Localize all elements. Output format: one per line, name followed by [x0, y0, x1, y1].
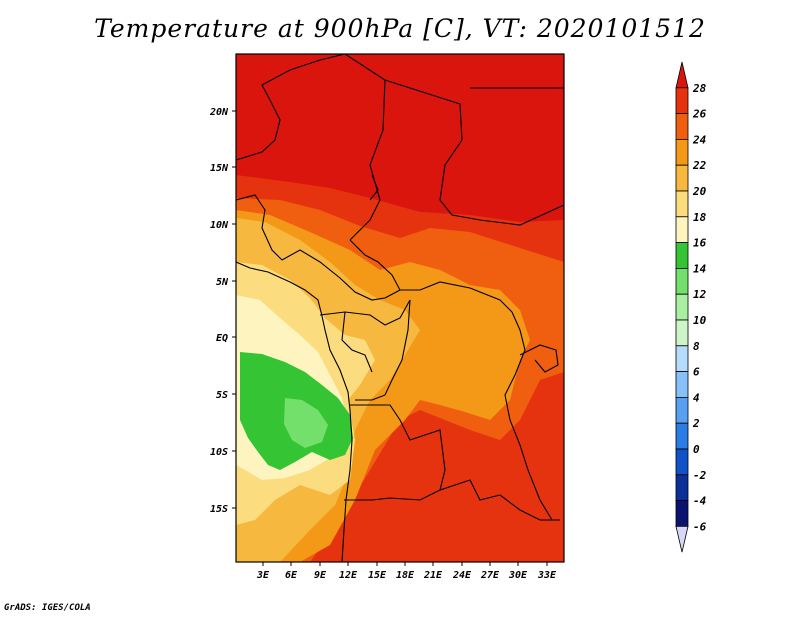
colorbar-label: 10 — [693, 314, 707, 327]
lon-label: 15E — [368, 570, 387, 581]
chart-title: Temperature at 900hPa [C], VT: 202010151… — [94, 14, 706, 43]
colorbar-swatch — [675, 164, 689, 192]
colorbar-label: 2 — [692, 417, 700, 430]
colorbar-swatch — [675, 138, 689, 166]
lat-label: 15N — [210, 163, 229, 174]
colorbar-label: 8 — [693, 340, 700, 353]
boundaries — [236, 54, 564, 562]
lat-label: 10N — [210, 220, 229, 231]
lat-label: 10S — [210, 447, 228, 458]
colorbar-swatch — [675, 242, 689, 269]
colorbar-label: 28 — [692, 82, 707, 95]
colorbar-swatch — [675, 216, 689, 244]
colorbar-label: 4 — [693, 391, 700, 404]
colorbar-swatch — [675, 526, 689, 553]
lon-label: 21E — [423, 570, 443, 581]
colorbar-label: 18 — [693, 211, 707, 224]
colorbar-label: 20 — [692, 185, 707, 198]
lat-label: 20N — [209, 107, 229, 118]
colorbar-swatch — [675, 500, 689, 527]
colorbar-swatch — [675, 113, 689, 140]
colorbar-swatch — [675, 293, 689, 321]
colorbar-label: -4 — [693, 495, 707, 508]
credit-text: GrADS: IGES/COLA — [4, 603, 91, 613]
colorbar-swatch — [675, 87, 689, 115]
colorbar-swatch — [675, 448, 689, 476]
lat-label: 15S — [210, 504, 228, 515]
colorbar-swatch — [675, 345, 689, 372]
lon-label: 12E — [339, 570, 358, 581]
lon-label: 24E — [452, 570, 472, 581]
colorbar-swatch — [675, 474, 689, 501]
colorbar-swatch — [675, 396, 689, 424]
colorbar-label: 14 — [693, 262, 707, 275]
colorbar-label: 6 — [693, 366, 700, 379]
temperature-field — [236, 54, 564, 562]
colorbar-swatch — [675, 61, 689, 89]
lon-label: 27E — [480, 570, 500, 581]
colorbar-label: 16 — [693, 237, 707, 250]
lat-label: 5N — [216, 277, 229, 288]
latitude-axis: 20N 15N 10N 5N EQ 5S 10S 15S — [209, 107, 236, 515]
colorbar-label: -2 — [693, 469, 707, 482]
lon-label: 6E — [285, 570, 298, 581]
longitude-axis: 3E 6E 9E 12E 15E 18E 21E 24E 27E 30E 33E — [256, 562, 557, 581]
lon-label: 33E — [537, 570, 557, 581]
lat-label: EQ — [216, 333, 228, 344]
coastline — [236, 261, 353, 562]
lon-label: 3E — [256, 570, 270, 581]
colorbar-swatch — [675, 190, 689, 218]
colorbar-label: 24 — [692, 133, 707, 146]
colorbar-label: 22 — [692, 159, 707, 172]
colorbar-swatch — [675, 371, 689, 398]
colorbar-label: 26 — [692, 108, 707, 121]
field-12 — [284, 398, 328, 448]
colorbar-label: 12 — [693, 288, 707, 301]
map-frame — [235, 53, 565, 563]
lat-label: 5S — [216, 390, 228, 401]
colorbar-swatch — [675, 319, 689, 347]
colorbar-swatch — [675, 267, 689, 295]
lon-label: 9E — [314, 570, 327, 581]
lon-label: 30E — [508, 570, 528, 581]
colorbar-swatch — [675, 422, 689, 450]
lon-label: 18E — [396, 570, 415, 581]
colorbar-label: -6 — [693, 520, 707, 533]
colorbar-label: 0 — [693, 443, 700, 456]
